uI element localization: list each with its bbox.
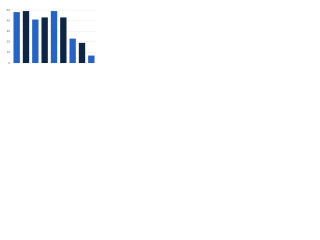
y-tick-label: 20 xyxy=(7,40,11,44)
bar xyxy=(88,55,95,63)
bar xyxy=(22,11,30,63)
bar xyxy=(60,17,67,64)
y-tick-label: 10 xyxy=(7,50,11,54)
bar xyxy=(69,38,76,63)
y-tick-label: 0 xyxy=(8,61,10,65)
bar xyxy=(41,17,48,64)
y-tick-label: 30 xyxy=(7,29,11,33)
bar xyxy=(32,19,39,63)
chart: 0 10 20 30 40 50 xyxy=(7,8,96,65)
bar xyxy=(78,42,86,63)
bar xyxy=(13,12,20,64)
y-tick-label: 40 xyxy=(7,18,11,22)
bar xyxy=(50,11,58,63)
y-tick-label: 50 xyxy=(7,8,11,12)
